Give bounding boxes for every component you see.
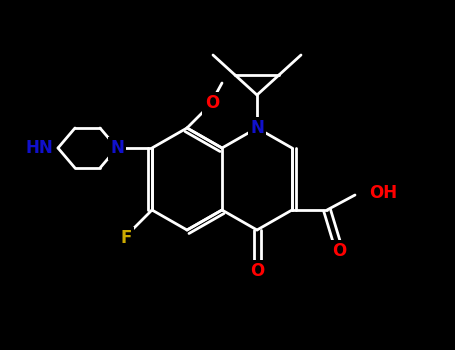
Text: O: O xyxy=(250,262,264,280)
Text: F: F xyxy=(120,229,131,247)
Text: OH: OH xyxy=(369,184,397,202)
Text: O: O xyxy=(205,94,219,112)
Text: N: N xyxy=(250,119,264,137)
Text: O: O xyxy=(332,242,346,260)
Text: N: N xyxy=(110,139,124,157)
Text: HN: HN xyxy=(25,139,53,157)
